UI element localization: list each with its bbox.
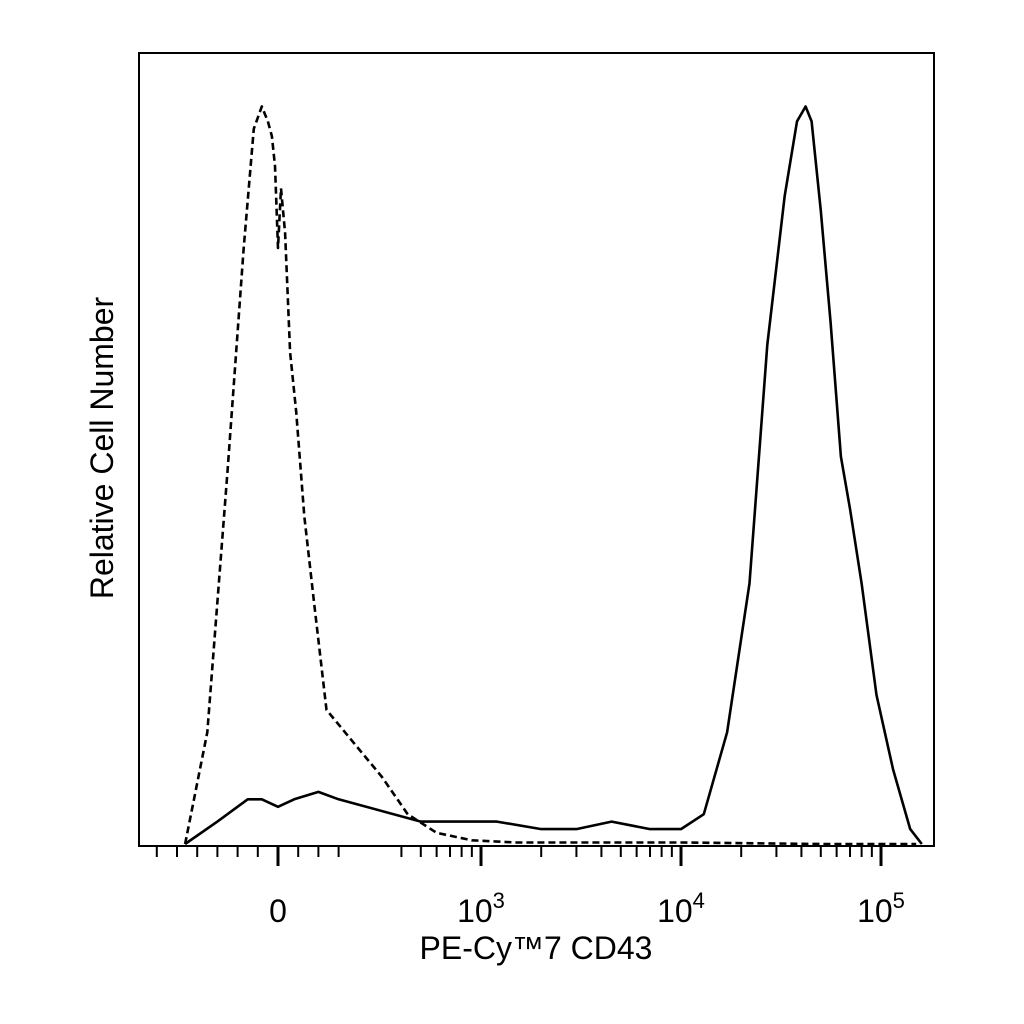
x-tick-label: 105 <box>857 888 905 929</box>
y-axis-label: Relative Cell Number <box>84 296 120 599</box>
series-solid-line <box>184 105 923 846</box>
x-tick-label: 104 <box>657 888 705 929</box>
x-axis-label: PE-Cy™7 CD43 <box>420 930 653 966</box>
series-layer <box>183 105 923 846</box>
x-tick-label: 103 <box>457 888 505 929</box>
x-axis-ticks <box>155 846 883 866</box>
series-dashed-line <box>183 105 917 846</box>
x-tick-label: 0 <box>269 893 287 929</box>
plot-frame <box>138 52 935 847</box>
x-axis-tick-labels: 0 103 104 105 <box>269 888 905 929</box>
